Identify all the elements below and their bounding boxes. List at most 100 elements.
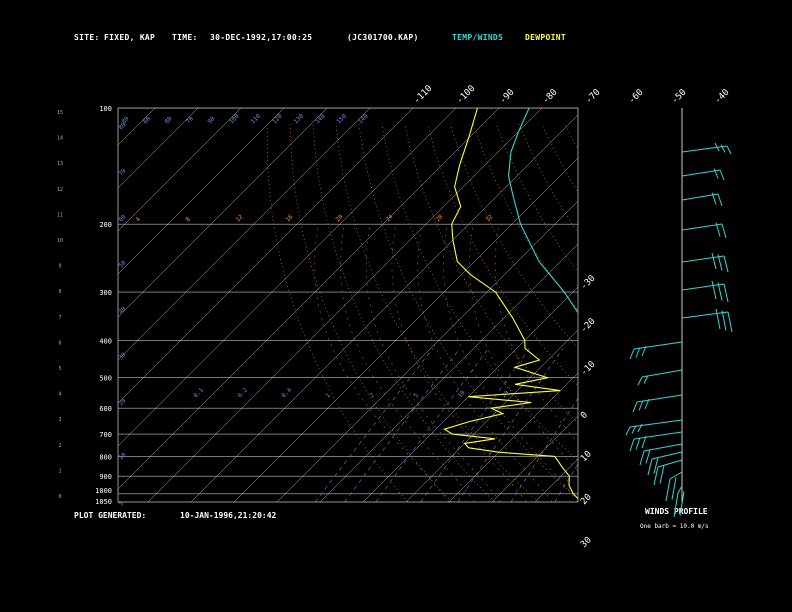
barb-note: One barb = 10.0 m/s — [640, 523, 709, 530]
wind-barb-flag — [717, 254, 723, 271]
mixing-lower-label: 0.1 — [192, 387, 205, 400]
pressure-label: 400 — [99, 337, 112, 345]
wind-barb-flag — [726, 145, 732, 155]
dry-adiabat — [289, 123, 452, 502]
plot-frame — [117, 107, 579, 503]
isotherm-right-label: 10 — [579, 449, 594, 464]
isotherm — [621, 108, 792, 502]
wind-barb-flag — [653, 457, 659, 474]
isotherm-top-label: -90 — [498, 88, 517, 107]
chart-lines — [443, 108, 578, 500]
wind-barb — [651, 451, 683, 460]
wind-barb — [629, 419, 683, 428]
wind-barb — [633, 431, 683, 440]
height-km-label: 2 — [58, 443, 61, 449]
dry-adiabat — [748, 124, 792, 502]
dry-adiabat — [564, 123, 578, 151]
moist-adiabat — [314, 224, 450, 502]
wind-barb-flag — [711, 192, 717, 205]
dry-adiabat — [725, 124, 792, 502]
dry-adiabat — [404, 123, 578, 424]
wind-barb — [681, 283, 725, 291]
dry-adiabat — [633, 124, 792, 502]
wind-barb-flag — [720, 144, 726, 153]
isotherm — [118, 108, 414, 404]
pressure-label: 1050 — [95, 498, 112, 506]
theta-label: 70 — [185, 115, 195, 125]
mixing-lower-label: 0.4 — [280, 387, 293, 400]
isotherm-right-label: 0 — [579, 410, 590, 421]
wind-barb — [669, 471, 683, 480]
wind-barb — [636, 394, 683, 403]
dry-adiabat — [679, 124, 792, 502]
wind-barb-flag — [659, 465, 665, 484]
mixing-upper-label: 32 — [484, 213, 494, 223]
isotherm — [405, 329, 578, 502]
wind-barb-flag — [717, 193, 723, 207]
isotherm — [276, 200, 578, 502]
generated-value: 10-JAN-1996,21:20:42 — [180, 511, 277, 520]
height-km-label: 13 — [57, 161, 63, 167]
site-label: SITE: — [74, 33, 100, 42]
chart-grid — [118, 108, 792, 502]
wind-barb-flag — [711, 280, 717, 300]
chart-labels: 1002003004005006007008009001000105001234… — [57, 84, 732, 550]
height-km-label: 4 — [58, 392, 61, 398]
height-km-label: 7 — [58, 315, 61, 321]
height-km-label: 9 — [58, 264, 61, 270]
mixing-left-label: 70 — [117, 167, 127, 177]
dry-adiabat — [381, 123, 578, 462]
wind-barb-flag — [715, 222, 721, 237]
isotherm-top-label: -80 — [541, 88, 560, 107]
isotherm-right-label: 30 — [579, 535, 594, 550]
mixing-ratio-line — [457, 348, 564, 502]
isotherm-right-label: -20 — [579, 317, 598, 336]
height-km-label: 10 — [57, 238, 63, 244]
mixing-ratio-line — [420, 348, 530, 502]
wind-barb-flag — [723, 255, 729, 273]
pressure-label: 900 — [99, 473, 112, 481]
wind-barb-flag — [679, 491, 685, 516]
mixing-left-label: 10 — [117, 451, 127, 461]
mixing-lower-label: 0.2 — [236, 387, 249, 400]
dry-adiabat — [541, 123, 578, 193]
isotherm — [118, 108, 285, 275]
isotherm — [190, 114, 578, 502]
theta-label: 130 — [292, 113, 305, 126]
wind-barb-flag — [643, 375, 649, 384]
mixing-ratio-line — [344, 348, 460, 502]
mixing-left-label: 60 — [117, 213, 127, 223]
height-km-label: 15 — [57, 110, 63, 116]
wind-barb-flag — [647, 458, 653, 476]
legend-dew: DEWPOINT — [525, 33, 566, 42]
wind-barb-flag — [637, 423, 643, 433]
mixing-lower-label: 10 — [456, 389, 466, 399]
wind-barb — [681, 193, 719, 201]
wind-barb — [681, 223, 723, 231]
isotherm — [118, 108, 500, 490]
pressure-label: 1000 — [95, 487, 112, 495]
mixing-upper-label: 28 — [434, 213, 444, 223]
mixing-lower-label: 5 — [412, 392, 420, 400]
wind-barb — [681, 311, 729, 319]
wind-barb-flag — [639, 450, 645, 466]
mixing-lower-label: 2 — [368, 392, 376, 400]
mixing-lower-label: 1 — [324, 392, 332, 400]
theta-label: 120 — [271, 113, 284, 126]
theta-label: 60 — [142, 115, 152, 125]
dry-adiabat — [335, 123, 539, 502]
wind-barb-flag — [635, 437, 641, 450]
isotherm-right-label: -10 — [579, 360, 598, 379]
isotherm-right-label: -30 — [579, 274, 598, 293]
isotherm — [707, 108, 792, 502]
height-km-label: 6 — [58, 340, 61, 346]
isotherm — [233, 157, 578, 502]
isotherm — [664, 108, 792, 502]
wind-barb-flag — [727, 311, 733, 333]
isotherm — [118, 108, 199, 189]
moist-adiabat — [339, 224, 476, 502]
dry-adiabat — [472, 123, 578, 311]
dry-adiabat — [358, 123, 578, 500]
moist-adiabat — [365, 224, 501, 502]
isotherm — [577, 501, 578, 502]
